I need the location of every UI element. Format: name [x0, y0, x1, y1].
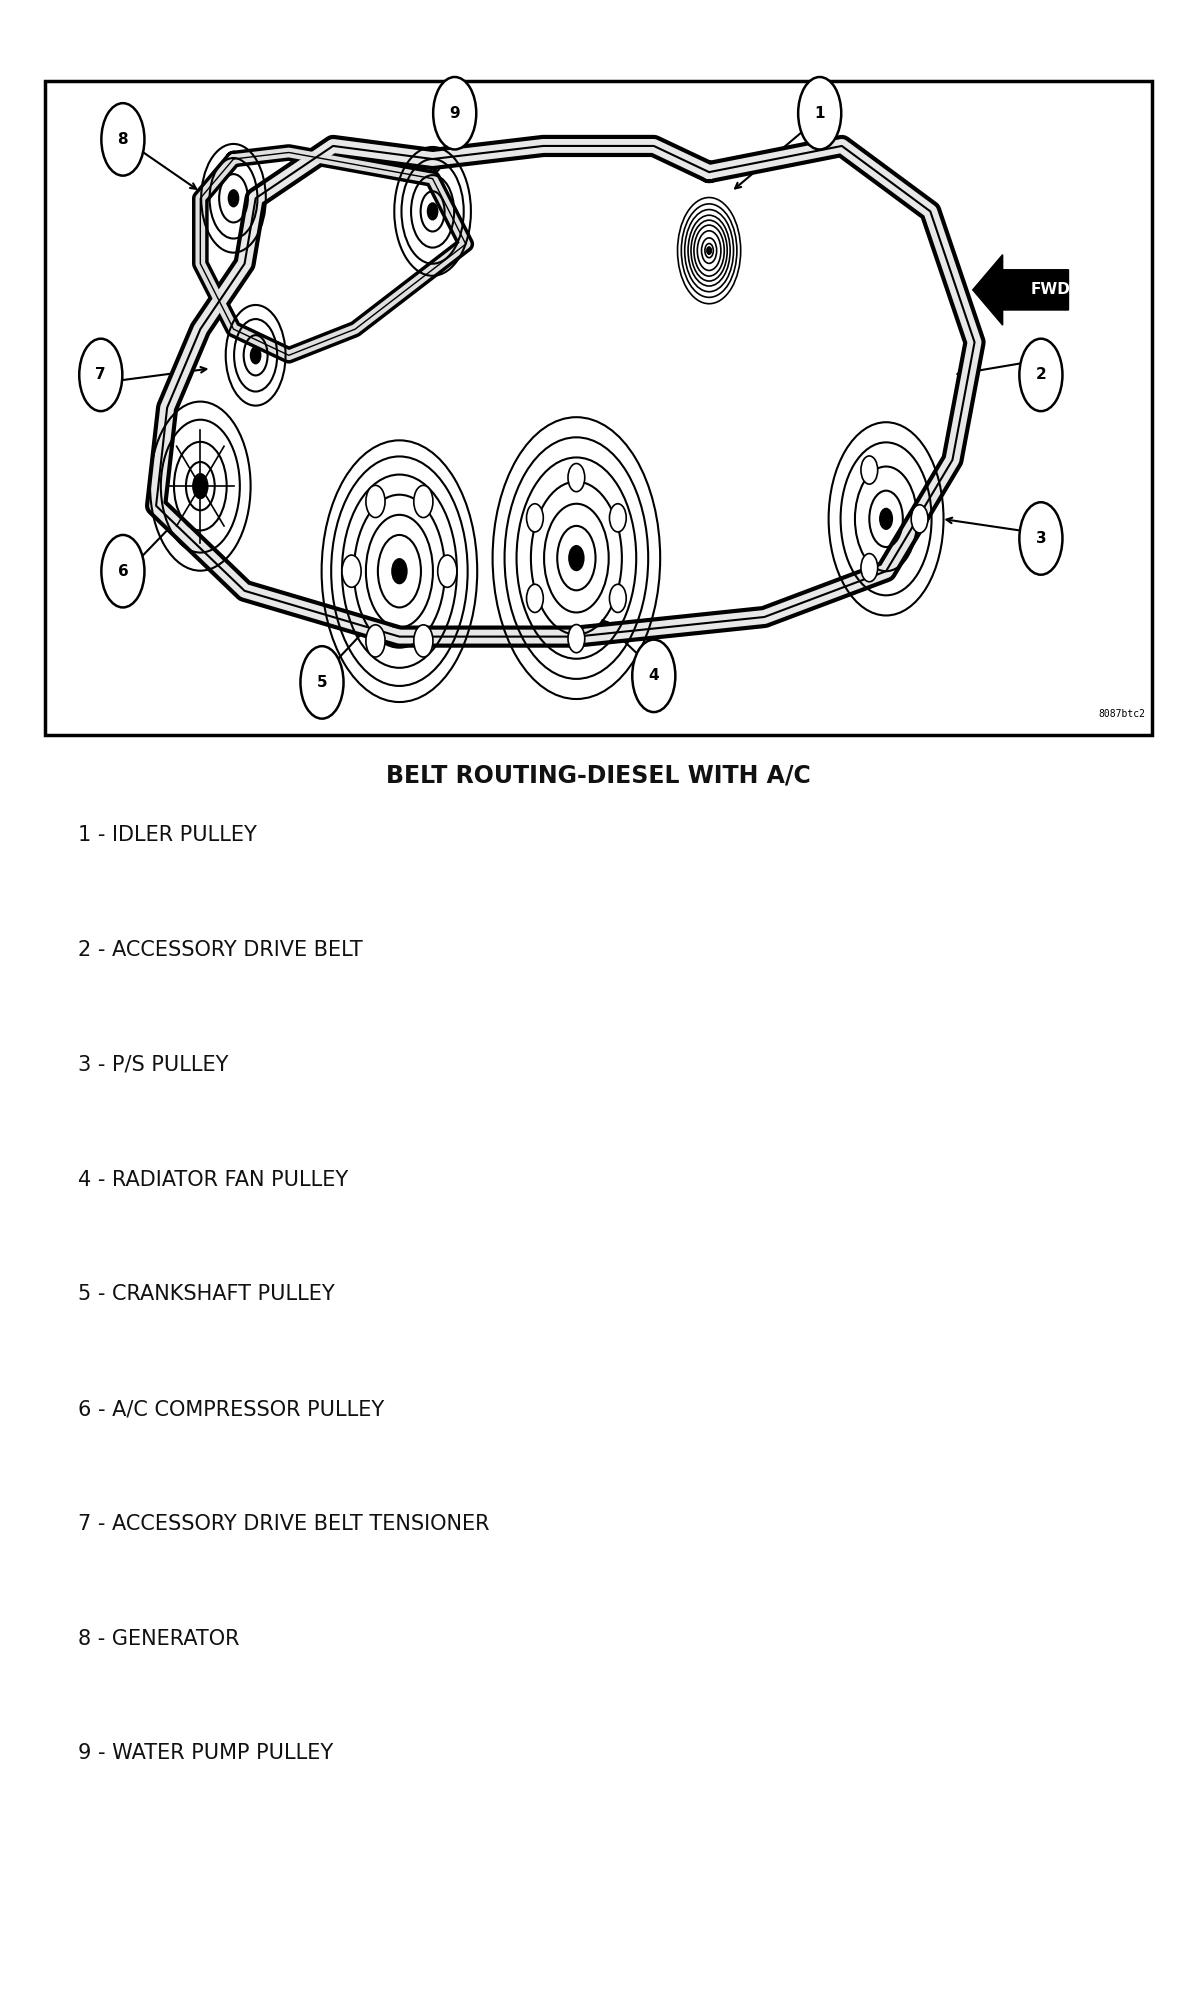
Text: 4 - RADIATOR FAN PULLEY: 4 - RADIATOR FAN PULLEY — [78, 1170, 348, 1190]
Circle shape — [366, 485, 385, 517]
FancyArrow shape — [973, 256, 1069, 324]
Circle shape — [1020, 338, 1063, 411]
Text: 3: 3 — [1035, 531, 1046, 546]
Text: FWD: FWD — [1031, 282, 1070, 298]
Circle shape — [300, 646, 344, 719]
Text: 8 - GENERATOR: 8 - GENERATOR — [78, 1629, 239, 1649]
Circle shape — [609, 584, 626, 612]
Text: 2: 2 — [1035, 368, 1046, 382]
Circle shape — [414, 624, 433, 656]
Circle shape — [414, 485, 433, 517]
Circle shape — [393, 560, 407, 584]
Text: 1: 1 — [814, 107, 825, 121]
Circle shape — [632, 640, 675, 713]
Circle shape — [880, 509, 892, 529]
Circle shape — [570, 546, 584, 570]
Circle shape — [861, 457, 877, 485]
Circle shape — [342, 556, 361, 588]
Bar — [45, 81, 1152, 735]
Circle shape — [861, 554, 877, 582]
Text: 4: 4 — [649, 668, 660, 682]
Text: 7: 7 — [96, 368, 107, 382]
Text: 6 - A/C COMPRESSOR PULLEY: 6 - A/C COMPRESSOR PULLEY — [78, 1399, 384, 1419]
Circle shape — [527, 503, 543, 531]
Text: 5: 5 — [317, 674, 327, 690]
Circle shape — [366, 624, 385, 656]
Text: 9 - WATER PUMP PULLEY: 9 - WATER PUMP PULLEY — [78, 1743, 333, 1763]
Circle shape — [911, 505, 928, 533]
Circle shape — [102, 535, 145, 608]
Text: BELT ROUTING-DIESEL WITH A/C: BELT ROUTING-DIESEL WITH A/C — [387, 763, 810, 787]
Circle shape — [798, 76, 841, 149]
Circle shape — [251, 346, 261, 362]
Text: 3 - P/S PULLEY: 3 - P/S PULLEY — [78, 1055, 229, 1075]
Circle shape — [438, 556, 457, 588]
Text: 5 - CRANKSHAFT PULLEY: 5 - CRANKSHAFT PULLEY — [78, 1284, 334, 1304]
Circle shape — [707, 248, 711, 254]
Text: 9: 9 — [449, 107, 460, 121]
Circle shape — [229, 191, 238, 207]
Text: 8087btc2: 8087btc2 — [1099, 709, 1146, 719]
Circle shape — [1020, 503, 1063, 576]
Circle shape — [79, 338, 122, 411]
Circle shape — [427, 203, 437, 219]
Text: 6: 6 — [117, 564, 128, 578]
Text: 8: 8 — [117, 133, 128, 147]
Circle shape — [527, 584, 543, 612]
Text: 7 - ACCESSORY DRIVE BELT TENSIONER: 7 - ACCESSORY DRIVE BELT TENSIONER — [78, 1514, 490, 1534]
Circle shape — [102, 103, 145, 175]
Text: 1 - IDLER PULLEY: 1 - IDLER PULLEY — [78, 825, 256, 845]
Circle shape — [193, 473, 207, 497]
Text: 2 - ACCESSORY DRIVE BELT: 2 - ACCESSORY DRIVE BELT — [78, 940, 363, 960]
Circle shape — [569, 624, 585, 652]
Circle shape — [433, 76, 476, 149]
Circle shape — [609, 503, 626, 531]
Circle shape — [569, 463, 585, 491]
